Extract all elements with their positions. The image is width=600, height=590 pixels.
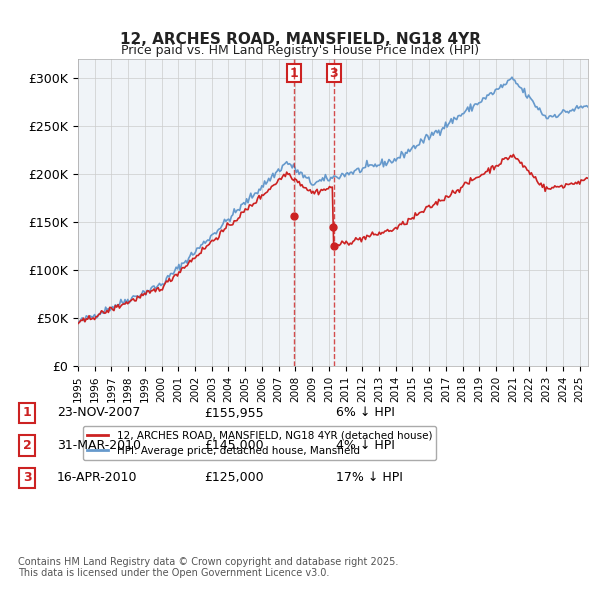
Text: Contains HM Land Registry data © Crown copyright and database right 2025.
This d: Contains HM Land Registry data © Crown c… xyxy=(18,556,398,578)
Text: 31-MAR-2010: 31-MAR-2010 xyxy=(57,439,141,452)
Text: £155,955: £155,955 xyxy=(204,407,263,419)
Text: £145,000: £145,000 xyxy=(204,439,263,452)
Text: 1: 1 xyxy=(289,67,298,80)
Text: 3: 3 xyxy=(23,471,31,484)
Text: £125,000: £125,000 xyxy=(204,471,263,484)
Text: 12, ARCHES ROAD, MANSFIELD, NG18 4YR: 12, ARCHES ROAD, MANSFIELD, NG18 4YR xyxy=(119,32,481,47)
Text: 1: 1 xyxy=(23,407,31,419)
Legend: 12, ARCHES ROAD, MANSFIELD, NG18 4YR (detached house), HPI: Average price, detac: 12, ARCHES ROAD, MANSFIELD, NG18 4YR (de… xyxy=(83,426,436,460)
Text: 16-APR-2010: 16-APR-2010 xyxy=(57,471,137,484)
Text: 4% ↓ HPI: 4% ↓ HPI xyxy=(336,439,395,452)
Text: 23-NOV-2007: 23-NOV-2007 xyxy=(57,407,140,419)
Text: 2: 2 xyxy=(23,439,31,452)
Text: 17% ↓ HPI: 17% ↓ HPI xyxy=(336,471,403,484)
Text: 6% ↓ HPI: 6% ↓ HPI xyxy=(336,407,395,419)
Text: Price paid vs. HM Land Registry's House Price Index (HPI): Price paid vs. HM Land Registry's House … xyxy=(121,44,479,57)
Text: 3: 3 xyxy=(329,67,338,80)
